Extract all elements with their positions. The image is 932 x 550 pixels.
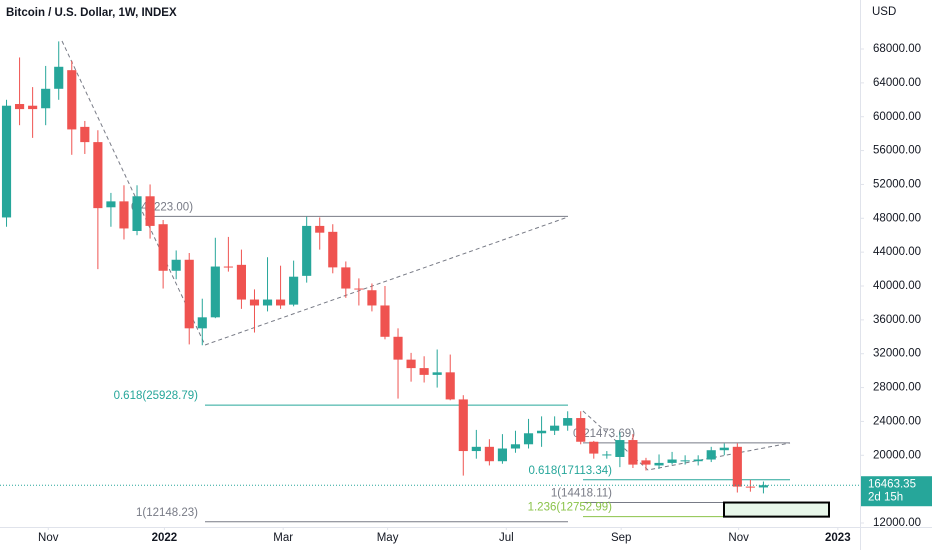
x-tick-label: 2023 — [825, 532, 851, 544]
candle-body — [719, 447, 729, 451]
y-tick-label: 40000.00 — [873, 280, 921, 292]
candle-body — [628, 440, 638, 465]
y-tick-label: 24000.00 — [873, 415, 921, 427]
candle-body — [197, 317, 207, 329]
y-tick-label: 44000.00 — [873, 246, 921, 258]
currency-label: USD — [872, 6, 896, 18]
candle-body — [158, 224, 168, 271]
candle-body — [262, 299, 273, 306]
candle-body — [458, 399, 468, 452]
candle-body — [758, 485, 768, 488]
candle-body — [236, 264, 246, 300]
candle-body — [28, 105, 38, 110]
candle-body — [706, 450, 716, 460]
candle-body — [537, 430, 547, 434]
candle-body — [419, 368, 429, 375]
candle-body — [510, 444, 521, 449]
candle-body — [302, 225, 312, 276]
last-price-label: 16463.35 — [868, 478, 916, 490]
candle-body — [171, 259, 181, 271]
x-tick-label: 2022 — [152, 532, 178, 544]
candle-body — [471, 446, 481, 452]
last-price-box — [861, 476, 932, 507]
candle-body — [15, 104, 25, 110]
y-tick-label: 48000.00 — [873, 212, 921, 224]
candle-body — [380, 305, 390, 337]
candle-body — [445, 372, 455, 400]
target-zone — [723, 501, 830, 518]
y-tick-label: 68000.00 — [873, 43, 921, 55]
candle-body — [667, 459, 677, 463]
candle-body — [523, 433, 534, 445]
candle-body — [93, 142, 103, 209]
x-tick-label: Mar — [273, 532, 293, 544]
candle-body — [576, 418, 586, 442]
candle-body — [602, 454, 612, 456]
candle-body — [223, 266, 233, 268]
candle-body — [484, 446, 494, 462]
candle-body — [693, 459, 703, 462]
candle-body — [341, 267, 351, 289]
y-tick-label: 52000.00 — [873, 178, 921, 190]
chart-title: Bitcoin / U.S. Dollar, 1W, INDEX — [6, 7, 177, 19]
x-tick-label: May — [377, 532, 399, 544]
candle-body — [132, 196, 142, 231]
candle-body — [328, 231, 338, 268]
candle-body — [432, 372, 442, 375]
y-tick-label: 12000.00 — [873, 517, 921, 529]
y-tick-label: 64000.00 — [873, 77, 921, 89]
fib-label: 0.618(17113.34) — [528, 465, 612, 477]
candle-body — [406, 359, 416, 369]
x-tick-label: Jul — [499, 532, 514, 544]
candle-body — [289, 276, 299, 305]
candle-body — [210, 266, 220, 318]
candle-body — [276, 299, 286, 306]
candle-body — [249, 299, 260, 306]
candle-body — [54, 66, 64, 89]
x-tick-label: Nov — [38, 532, 59, 544]
y-tick-label: 20000.00 — [873, 449, 921, 461]
y-tick-label: 36000.00 — [873, 314, 921, 326]
candle-body — [184, 259, 194, 329]
countdown-label: 2d 15h — [868, 491, 903, 503]
y-tick-label: 56000.00 — [873, 145, 921, 157]
candle-body — [550, 425, 560, 431]
fib-label: 0.618(25928.79) — [114, 390, 199, 402]
y-tick-label: 28000.00 — [873, 382, 921, 394]
candle-body — [41, 88, 51, 109]
candle-body — [745, 486, 755, 488]
candle-body — [80, 126, 90, 143]
x-tick-label: Nov — [728, 532, 749, 544]
candle-body — [654, 462, 664, 466]
fib-label: 1(14418.11) — [551, 488, 612, 500]
fib-label: 1.236(12752.99) — [528, 502, 613, 514]
candle-body — [393, 336, 403, 360]
candle-body — [145, 196, 155, 226]
x-tick-label: Sep — [611, 532, 631, 544]
candle-body — [119, 201, 129, 229]
candle-body — [367, 290, 377, 306]
candle-body — [497, 448, 507, 462]
trend-line — [582, 410, 791, 471]
fib-label: 1(12148.23) — [136, 507, 198, 519]
candle-body — [680, 460, 690, 462]
candle-body — [1, 105, 12, 218]
candle-body — [106, 201, 116, 208]
candle-body — [589, 441, 599, 454]
candle-body — [315, 225, 325, 233]
candle-body — [67, 70, 77, 130]
candle-body — [354, 288, 364, 290]
y-tick-label: 32000.00 — [873, 348, 921, 360]
candle-body — [641, 460, 651, 465]
y-tick-label: 60000.00 — [873, 111, 921, 123]
candle-body — [732, 446, 742, 487]
candle-body — [615, 440, 625, 457]
candle-body — [563, 418, 573, 426]
